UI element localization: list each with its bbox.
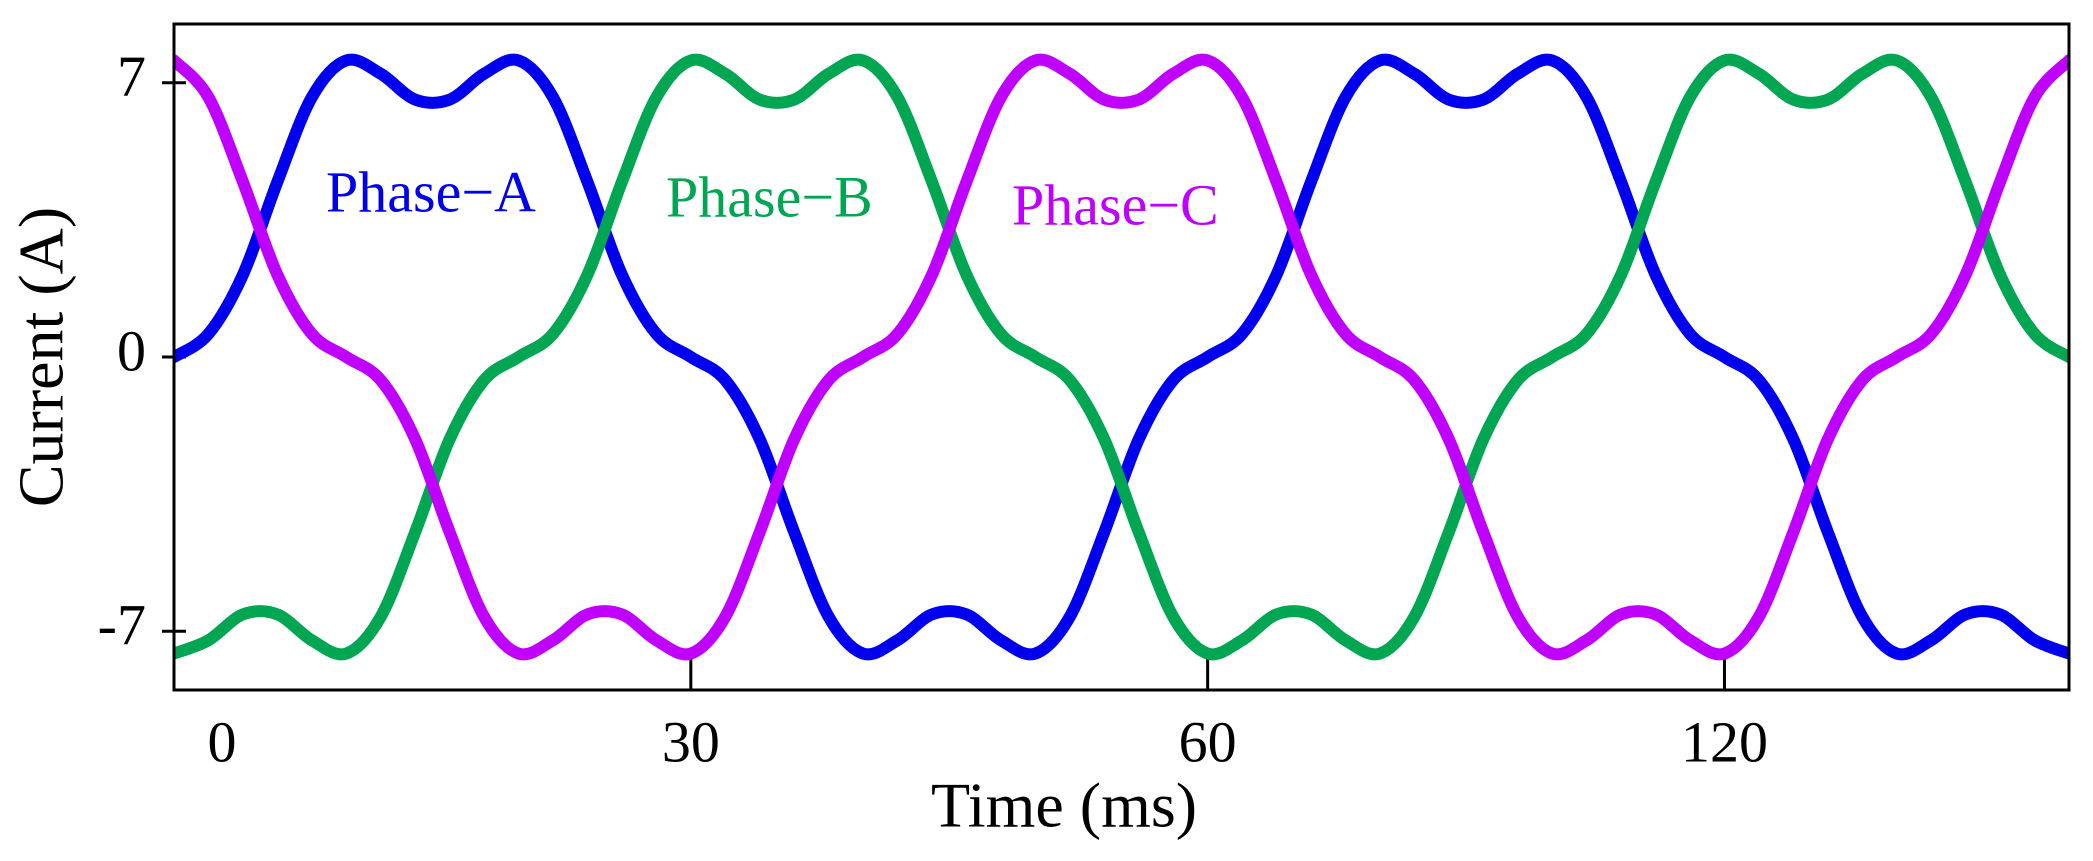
x-tick-label: 120 — [1681, 709, 1768, 774]
series-label: Phase−C — [1012, 172, 1219, 237]
x-tick-label: 60 — [1179, 709, 1237, 774]
series-line — [174, 53, 2069, 661]
series-label: Phase−B — [666, 164, 873, 229]
x-axis-title: Time (ms) — [931, 770, 1197, 841]
series-line — [174, 53, 2069, 661]
series-label: Phase−A — [326, 159, 536, 224]
y-axis-title: Current (A) — [6, 207, 77, 507]
y-tick-label: 0 — [117, 318, 146, 383]
x-tick-label: 0 — [208, 709, 237, 774]
y-tick-label: 7 — [117, 44, 146, 109]
x-tick-label: 30 — [662, 709, 720, 774]
plot-frame — [172, 22, 2071, 692]
y-tick-label: -7 — [98, 593, 146, 658]
